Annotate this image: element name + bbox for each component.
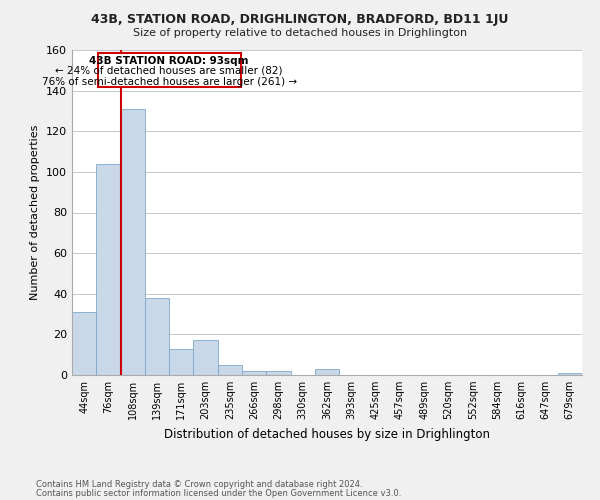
- Bar: [266, 371, 290, 375]
- Bar: [96, 164, 121, 375]
- Bar: [145, 298, 169, 375]
- Bar: [169, 348, 193, 375]
- Bar: [121, 109, 145, 375]
- FancyBboxPatch shape: [97, 53, 241, 86]
- Text: Contains public sector information licensed under the Open Government Licence v3: Contains public sector information licen…: [36, 488, 401, 498]
- Text: 76% of semi-detached houses are larger (261) →: 76% of semi-detached houses are larger (…: [41, 76, 297, 86]
- Text: 43B STATION ROAD: 93sqm: 43B STATION ROAD: 93sqm: [89, 56, 249, 66]
- Bar: [193, 340, 218, 375]
- Text: Size of property relative to detached houses in Drighlington: Size of property relative to detached ho…: [133, 28, 467, 38]
- Text: 43B, STATION ROAD, DRIGHLINGTON, BRADFORD, BD11 1JU: 43B, STATION ROAD, DRIGHLINGTON, BRADFOR…: [91, 12, 509, 26]
- X-axis label: Distribution of detached houses by size in Drighlington: Distribution of detached houses by size …: [164, 428, 490, 440]
- Text: Contains HM Land Registry data © Crown copyright and database right 2024.: Contains HM Land Registry data © Crown c…: [36, 480, 362, 489]
- Bar: [242, 371, 266, 375]
- Bar: [315, 369, 339, 375]
- Y-axis label: Number of detached properties: Number of detached properties: [31, 125, 40, 300]
- Bar: [72, 312, 96, 375]
- Bar: [218, 365, 242, 375]
- Text: ← 24% of detached houses are smaller (82): ← 24% of detached houses are smaller (82…: [55, 66, 283, 76]
- Bar: [558, 373, 582, 375]
